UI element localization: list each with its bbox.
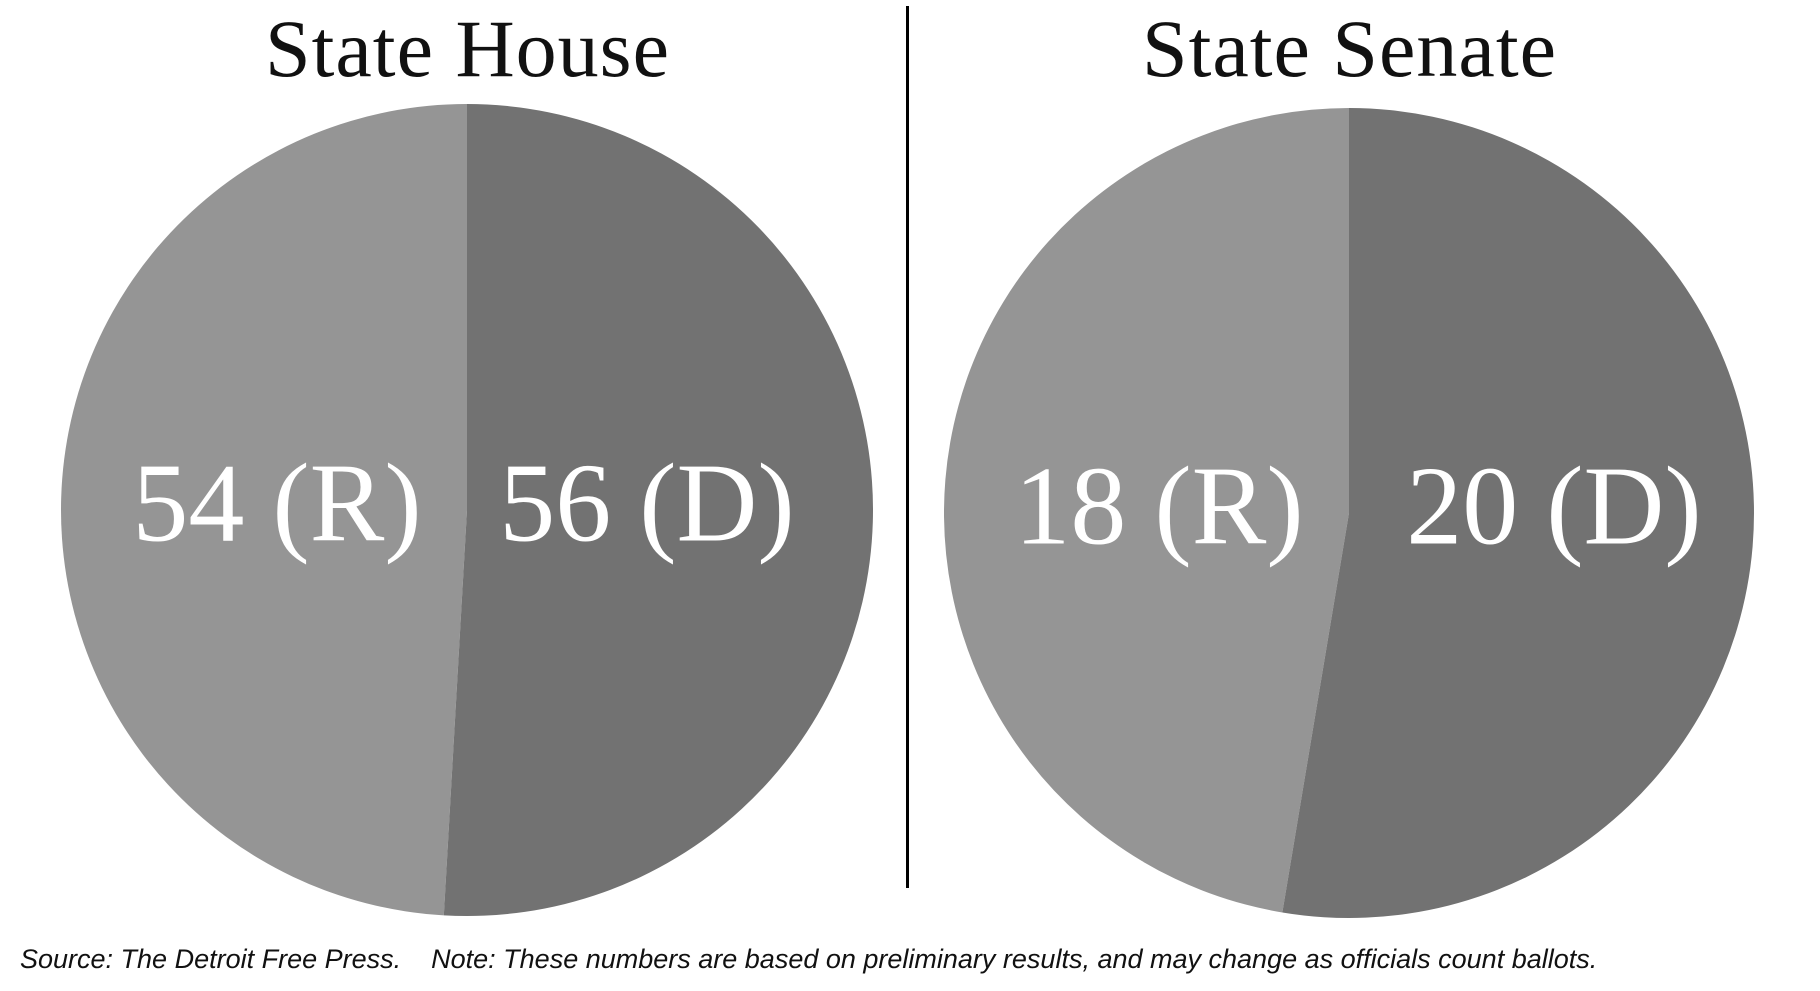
- footnote-note: Note: These numbers are based on prelimi…: [431, 944, 1598, 974]
- pie-slice-democrat: [443, 104, 874, 916]
- pie-state-senate: 18 (R) 20 (D): [943, 108, 1754, 918]
- slice-label-democrat: 20 (D): [1406, 445, 1701, 569]
- footnote-source: Source: The Detroit Free Press.: [20, 944, 402, 974]
- chart-title-state-house: State House: [265, 3, 670, 94]
- pie-slice-democrat: [1282, 108, 1754, 918]
- pie-slice-republican: [61, 104, 467, 916]
- chart-title-state-senate: State Senate: [1141, 3, 1558, 94]
- chart-divider: [906, 6, 909, 888]
- footnote: Source: The Detroit Free Press. Note: The…: [20, 944, 1597, 975]
- slice-label-republican: 54 (R): [132, 442, 421, 566]
- pie-state-house: 54 (R) 56 (D): [61, 104, 874, 916]
- pie-slice-republican: [943, 108, 1349, 913]
- slice-label-republican: 18 (R): [1014, 445, 1303, 569]
- slice-label-democrat: 56 (D): [499, 442, 794, 566]
